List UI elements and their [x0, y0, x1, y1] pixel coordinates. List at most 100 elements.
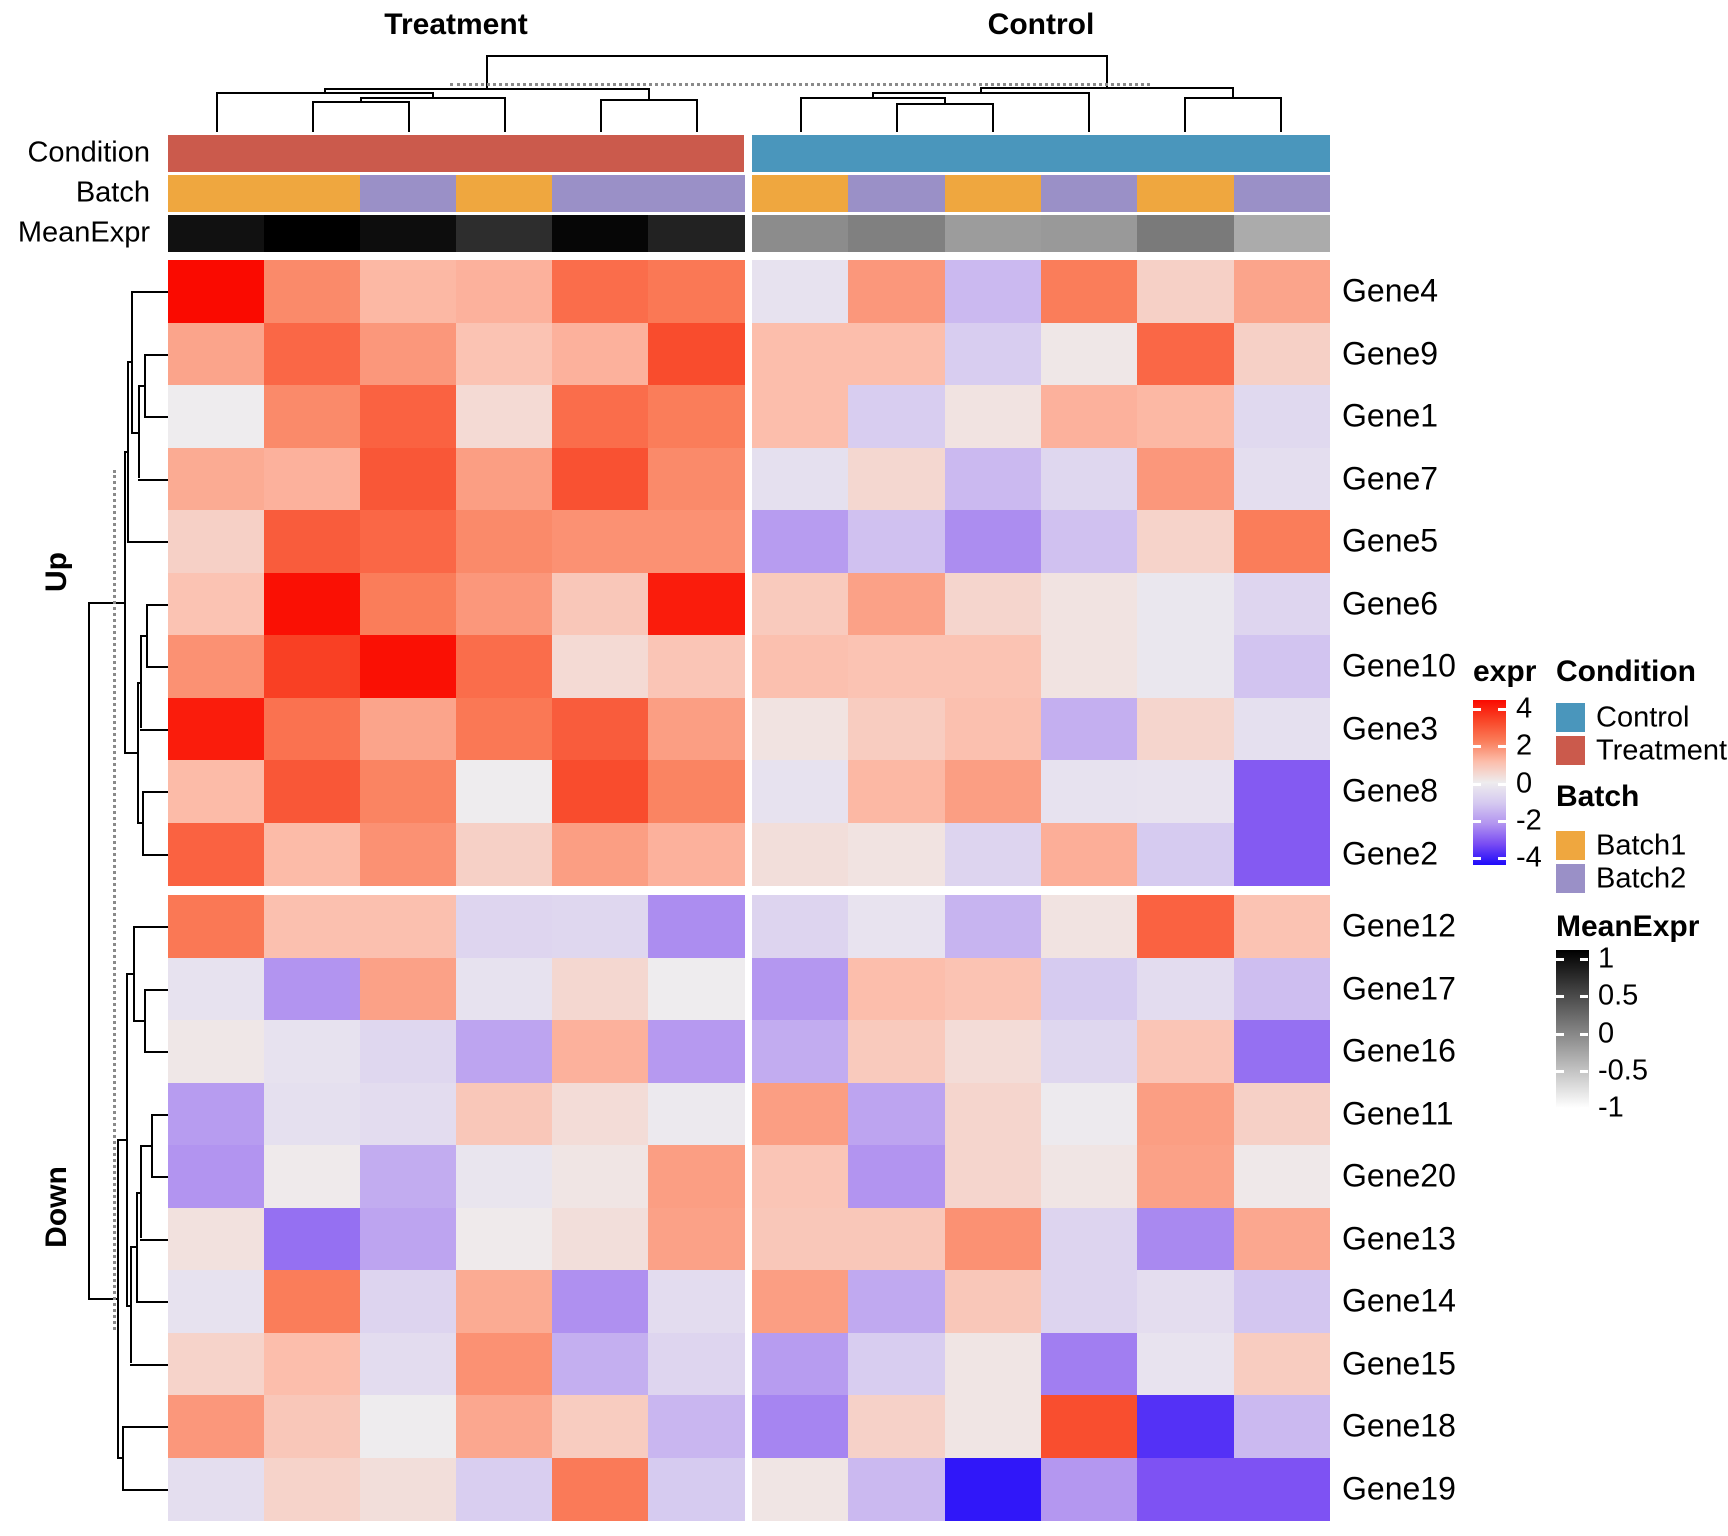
meanexpr-cell — [456, 215, 553, 252]
treatment-swatch — [1556, 736, 1585, 765]
heatmap-cell — [264, 572, 361, 636]
heatmap-cell — [752, 957, 849, 1021]
dendrogram-line — [1106, 55, 1109, 87]
dendrogram-line — [140, 1238, 168, 1241]
heatmap-cell — [456, 1457, 553, 1521]
heatmap-cell — [1041, 760, 1138, 823]
dendrogram-line — [122, 1426, 168, 1429]
heatmap-cell — [168, 1082, 265, 1146]
heatmap-cell — [848, 1395, 946, 1458]
gene-label: Gene2 — [1342, 835, 1439, 872]
heatmap-cell — [264, 1270, 361, 1333]
dendrogram-line — [144, 353, 168, 356]
dendrogram-line — [504, 97, 507, 132]
heatmap-cell — [1137, 697, 1235, 761]
batch-cell — [1041, 175, 1138, 212]
dendrogram-line — [88, 1298, 117, 1301]
heatmap-cell — [944, 635, 1042, 698]
condition-bar-control — [752, 135, 1330, 172]
batch-cell — [456, 175, 553, 212]
heatmap-cell — [552, 635, 649, 698]
dendrogram-line — [142, 791, 145, 854]
heatmap-cell — [1041, 1145, 1138, 1208]
expr-tick-mark — [1473, 782, 1481, 786]
dendrogram-line — [137, 822, 142, 825]
batch2-swatch — [1556, 864, 1585, 893]
dendrogram-line — [142, 791, 168, 794]
heatmap-cell — [1233, 1457, 1331, 1521]
heatmap-cell — [1041, 1395, 1138, 1458]
dendrogram-line — [144, 988, 147, 1051]
heatmap-cell — [752, 1270, 849, 1333]
heatmap-cell — [168, 1207, 265, 1271]
heatmap-cell — [848, 1332, 946, 1396]
expr-legend-title: expr — [1473, 655, 1537, 688]
heatmap-cell — [944, 822, 1042, 886]
meanexpr-tick-mark — [1556, 958, 1564, 961]
heatmap-cell — [552, 822, 649, 886]
heatmap-cell — [648, 1457, 745, 1521]
heatmap-cell — [168, 447, 265, 511]
row-group-title-down: Down — [40, 1166, 73, 1248]
heatmap-cell — [360, 760, 457, 823]
heatmap-cell — [752, 895, 849, 958]
heatmap-cell — [648, 447, 745, 511]
heatmap-cell — [1137, 385, 1235, 448]
gene-label: Gene10 — [1342, 647, 1456, 684]
gene-label: Gene5 — [1342, 522, 1439, 559]
meanexpr-tick-mark — [1580, 995, 1588, 999]
dendrogram-line — [130, 1246, 136, 1249]
dendrogram-line — [151, 1113, 168, 1116]
dendrogram-line — [117, 1138, 126, 1142]
heatmap-cell — [552, 1207, 649, 1271]
heatmap-cell — [944, 760, 1042, 823]
dendrogram-line — [896, 103, 899, 132]
heatmap-cell — [264, 510, 361, 573]
heatmap-cell — [1137, 760, 1235, 823]
dendrogram-line — [144, 353, 147, 416]
heatmap-cell — [168, 957, 265, 1021]
heatmap-cell — [552, 1145, 649, 1208]
batch-cell — [752, 175, 849, 212]
heatmap-cell — [648, 957, 745, 1021]
heatmap-cell — [1233, 895, 1331, 958]
meanexpr-legend-colorbar — [1556, 950, 1589, 1108]
heatmap-cell — [1137, 1145, 1235, 1208]
heatmap-cell — [168, 635, 265, 698]
dendrogram-line — [140, 634, 146, 637]
batch1-legend-label: Batch1 — [1596, 829, 1687, 862]
heatmap-cell — [264, 322, 361, 386]
expr-tick-mark — [1473, 819, 1481, 823]
heatmap-cell — [1041, 1270, 1138, 1333]
heatmap-cell — [552, 1332, 649, 1396]
batch1-swatch — [1556, 831, 1585, 860]
heatmap-cell — [1233, 760, 1331, 823]
heatmap-cell — [264, 260, 361, 323]
batch-cell — [648, 175, 745, 212]
heatmap-cell — [648, 697, 745, 761]
heatmap-cell — [944, 260, 1042, 323]
heatmap-cell — [1137, 822, 1235, 886]
batch-cell — [552, 175, 649, 212]
heatmap-cell — [752, 1332, 849, 1396]
gene-label: Gene1 — [1342, 397, 1439, 434]
gene-label: Gene14 — [1342, 1282, 1456, 1319]
heatmap-cell — [360, 260, 457, 323]
condition-bar-treatment — [168, 135, 744, 172]
heatmap-cell — [752, 510, 849, 573]
annotation-label-condition: Condition — [27, 136, 150, 169]
heatmap-cell — [848, 1457, 946, 1521]
heatmap-cell — [848, 1145, 946, 1208]
heatmap-cell — [456, 1207, 553, 1271]
gene-label: Gene6 — [1342, 585, 1439, 622]
heatmap-cell — [752, 1395, 849, 1458]
dendrogram-line — [122, 1426, 125, 1489]
dendrogram-line — [800, 97, 803, 132]
expr-tick-mark — [1498, 819, 1506, 823]
dendrogram-line — [146, 603, 149, 666]
expr-tick-label: 4 — [1516, 692, 1533, 725]
heatmap-cell — [456, 1395, 553, 1458]
gene-label: Gene19 — [1342, 1470, 1456, 1507]
meanexpr-cell — [848, 215, 946, 252]
heatmap-cell — [752, 822, 849, 886]
